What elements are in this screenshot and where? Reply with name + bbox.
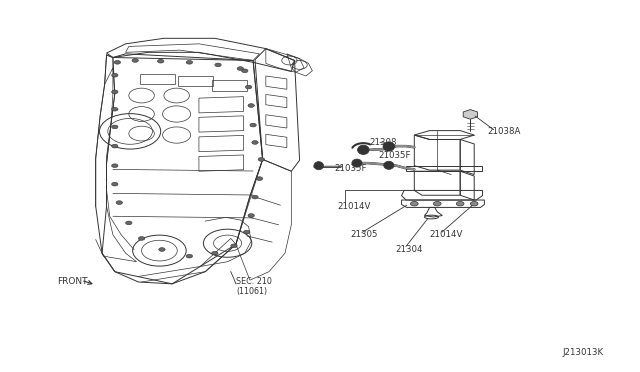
Circle shape <box>111 182 118 186</box>
Circle shape <box>116 201 122 205</box>
Circle shape <box>252 195 258 199</box>
Circle shape <box>250 123 256 127</box>
Ellipse shape <box>352 159 362 167</box>
Circle shape <box>215 63 221 67</box>
Circle shape <box>125 221 132 225</box>
Circle shape <box>456 202 464 206</box>
Circle shape <box>244 230 250 234</box>
Ellipse shape <box>383 142 394 151</box>
Text: 21035F: 21035F <box>334 164 367 173</box>
Circle shape <box>231 244 237 248</box>
Text: 21308: 21308 <box>370 138 397 147</box>
Circle shape <box>252 141 258 144</box>
Circle shape <box>114 61 120 64</box>
Text: 21305: 21305 <box>350 230 378 239</box>
Circle shape <box>470 202 478 206</box>
Text: J213013K: J213013K <box>562 349 604 357</box>
Circle shape <box>242 69 248 73</box>
Ellipse shape <box>358 145 369 154</box>
Text: FRONT: FRONT <box>58 278 88 286</box>
Circle shape <box>159 248 165 251</box>
Text: 21014V: 21014V <box>337 202 371 211</box>
Ellipse shape <box>384 161 394 169</box>
Ellipse shape <box>314 161 323 170</box>
Circle shape <box>237 67 244 70</box>
Text: SEC. 210
(11061): SEC. 210 (11061) <box>236 277 272 296</box>
Circle shape <box>186 254 193 258</box>
Circle shape <box>256 177 262 180</box>
Circle shape <box>186 61 193 64</box>
Circle shape <box>111 90 118 94</box>
Circle shape <box>258 158 264 161</box>
Circle shape <box>157 60 164 63</box>
Circle shape <box>111 125 118 129</box>
Circle shape <box>246 85 252 89</box>
Circle shape <box>138 237 145 240</box>
Text: 21014V: 21014V <box>429 230 463 239</box>
Text: 21304: 21304 <box>395 245 422 254</box>
Circle shape <box>212 251 218 255</box>
Circle shape <box>132 59 138 62</box>
Circle shape <box>433 202 441 206</box>
Circle shape <box>248 214 254 217</box>
Circle shape <box>111 73 118 77</box>
Circle shape <box>111 144 118 148</box>
Text: 21035F: 21035F <box>379 151 411 160</box>
Text: 21038A: 21038A <box>487 127 520 136</box>
Circle shape <box>111 108 118 111</box>
Circle shape <box>248 104 254 108</box>
Circle shape <box>111 164 118 167</box>
Circle shape <box>410 202 418 206</box>
